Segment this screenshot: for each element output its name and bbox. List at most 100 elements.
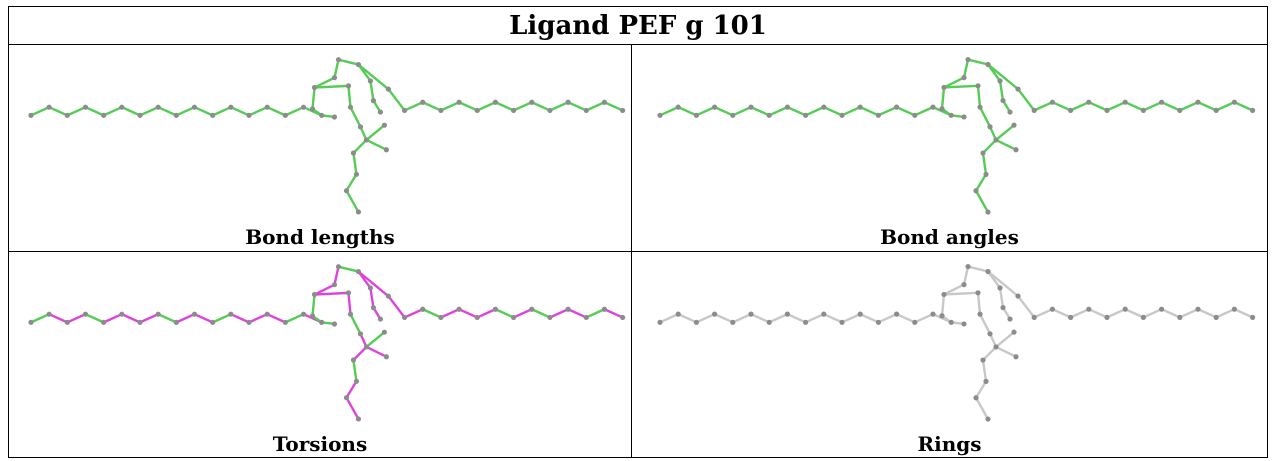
atom — [101, 112, 107, 118]
bond — [981, 151, 988, 176]
atom — [355, 268, 362, 275]
atom — [311, 291, 318, 298]
atom — [583, 314, 589, 321]
atom — [1140, 107, 1146, 113]
bond — [193, 105, 214, 117]
atom — [1049, 306, 1055, 312]
atom — [712, 104, 718, 110]
bond — [284, 105, 305, 117]
bond — [1178, 101, 1200, 112]
atom — [438, 314, 444, 321]
atom — [894, 104, 900, 110]
atom — [1015, 293, 1021, 299]
bond — [822, 312, 844, 324]
atom — [1000, 304, 1006, 311]
atom — [456, 99, 462, 105]
figure-title: Ligand PEF g 101 — [9, 7, 1267, 45]
bond — [786, 105, 807, 117]
bond — [1016, 294, 1036, 319]
bond — [978, 312, 992, 336]
atom — [474, 314, 480, 321]
bond — [494, 101, 515, 112]
bond — [337, 58, 360, 66]
atom — [311, 84, 318, 91]
atom — [137, 112, 143, 118]
bond — [966, 58, 990, 66]
atom — [766, 319, 772, 325]
atom — [620, 107, 626, 114]
atom — [1213, 314, 1219, 320]
bond — [994, 330, 1016, 349]
bond — [345, 380, 358, 399]
atom — [246, 112, 252, 118]
bond — [66, 312, 87, 324]
bond — [365, 138, 388, 151]
atom — [300, 311, 307, 317]
bond — [138, 105, 160, 117]
atom — [347, 104, 354, 110]
atom — [370, 305, 377, 311]
atom — [730, 112, 736, 118]
atom — [345, 83, 352, 89]
atom — [319, 112, 325, 118]
bond — [585, 101, 606, 112]
bond — [337, 265, 360, 273]
atom — [492, 99, 499, 105]
atom — [784, 104, 790, 110]
atom — [309, 106, 316, 112]
atom — [1213, 107, 1219, 113]
atom — [601, 99, 608, 105]
atom — [601, 306, 608, 312]
bond — [403, 101, 424, 112]
bond — [603, 308, 624, 319]
atom — [474, 107, 480, 114]
bond — [677, 105, 698, 117]
atom — [941, 84, 947, 91]
atom — [331, 282, 338, 288]
bond — [1215, 101, 1236, 112]
atom — [975, 290, 981, 296]
panel-bond-angles: Bond angles — [632, 45, 1267, 252]
bond — [1160, 101, 1181, 112]
bond — [313, 84, 350, 89]
atom — [1159, 99, 1165, 105]
bond — [1016, 87, 1036, 112]
bond — [942, 291, 980, 296]
atom — [377, 316, 383, 322]
bond — [566, 308, 588, 319]
atom — [980, 150, 986, 156]
bond — [29, 105, 51, 117]
bond — [357, 63, 390, 91]
atom — [353, 171, 360, 177]
atom — [1231, 306, 1237, 312]
atom — [985, 209, 991, 215]
atom — [319, 319, 325, 325]
atom — [961, 75, 967, 81]
atom — [383, 354, 389, 360]
bond — [1069, 308, 1090, 319]
atom — [353, 378, 360, 384]
bond — [512, 308, 533, 319]
atom — [547, 314, 553, 321]
bond — [981, 138, 998, 155]
bond — [365, 330, 386, 349]
atom — [939, 313, 945, 319]
molecule-rings — [657, 263, 1256, 422]
atom — [894, 311, 900, 317]
atom — [857, 311, 863, 317]
bond — [603, 101, 624, 112]
atom — [961, 114, 967, 120]
atom — [912, 319, 918, 325]
atom — [173, 319, 179, 325]
bond — [677, 312, 698, 324]
atom — [565, 99, 571, 105]
atom — [64, 319, 70, 325]
atom — [420, 99, 426, 105]
bond — [265, 105, 287, 117]
atom — [1231, 99, 1237, 105]
atom — [1011, 329, 1017, 335]
bond — [986, 270, 1020, 298]
bond — [229, 312, 251, 324]
bond — [966, 265, 990, 273]
bond — [387, 87, 406, 112]
